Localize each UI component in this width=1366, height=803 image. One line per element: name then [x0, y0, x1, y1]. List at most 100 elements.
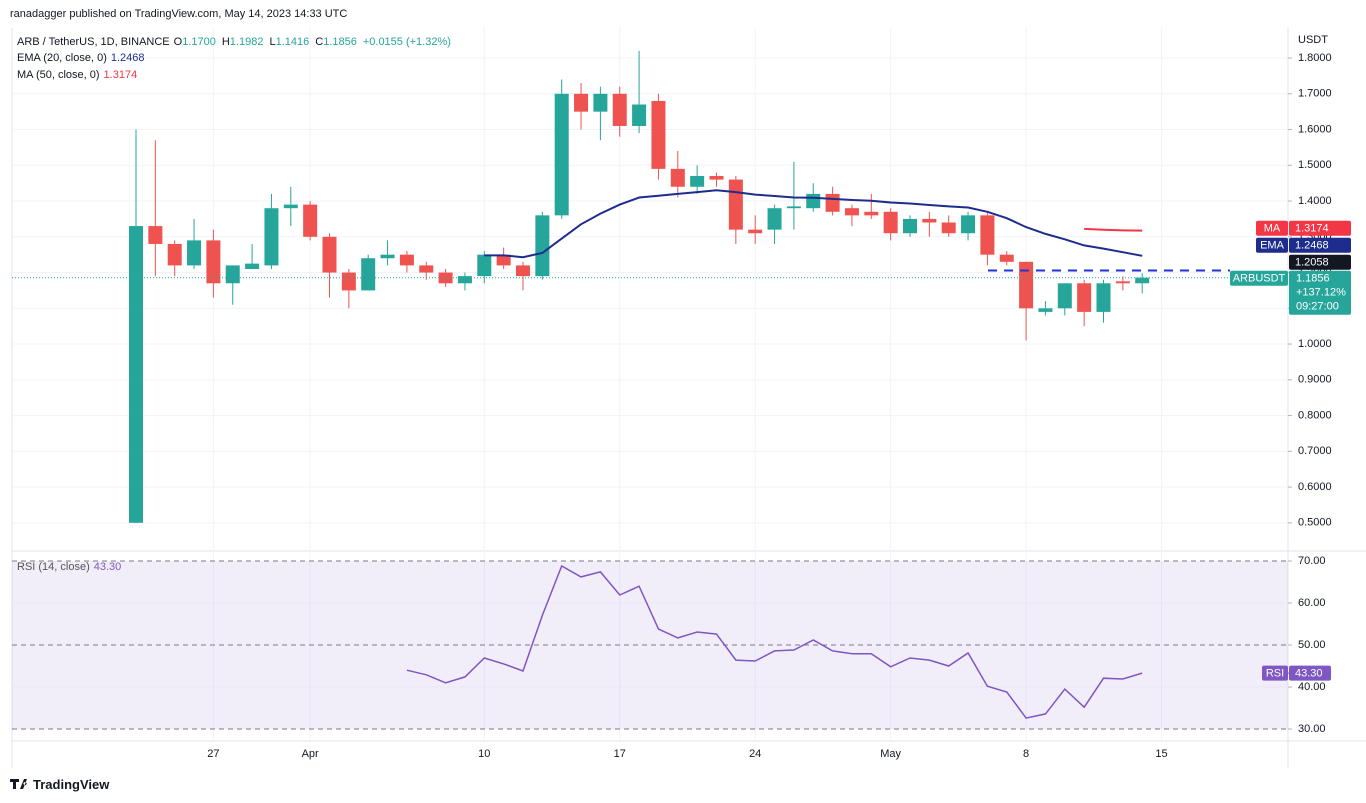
x-tick-label: 24	[749, 748, 761, 760]
ohlc-key: O	[173, 36, 183, 48]
candle-body	[903, 218, 917, 234]
candle-body	[670, 168, 685, 187]
ohlc-legend: ARB / TetherUS, 1D, BINANCE O1.1700 H1.198…	[17, 34, 455, 50]
candle-body	[767, 208, 782, 230]
candle-body	[961, 215, 976, 234]
candle-body	[322, 236, 337, 273]
indicator-label: EMA (20, close, 0)	[17, 52, 107, 64]
rsi-pane-bg	[12, 552, 1288, 740]
candle-body	[225, 265, 240, 284]
symbol-tag: ARBUSDT	[1233, 273, 1286, 285]
candle-body	[148, 226, 163, 244]
rsi-name-tag-bg	[1262, 665, 1288, 681]
tradingview-logo	[10, 779, 27, 789]
candle-body	[283, 204, 298, 209]
series-name-tag: EMA	[1260, 240, 1285, 252]
rsi-line	[406, 564, 1143, 719]
x-tick-label: Apr	[302, 748, 319, 760]
candle-body	[806, 193, 821, 209]
rsi-tick-label: 60.00	[1298, 597, 1326, 609]
indicator-value: 1.2468	[110, 52, 145, 64]
y-tick-label: 1.6000	[1298, 123, 1332, 135]
ema-legend: EMA (20, close, 0) 1.2468	[17, 50, 149, 66]
ohlc-value: 1.1856	[323, 36, 357, 48]
last-price-change: +137.12%	[1296, 287, 1346, 299]
candle-body	[844, 208, 859, 216]
candle-body	[1057, 283, 1072, 309]
candle-body	[1038, 308, 1053, 312]
series-price-tag-bg	[1289, 237, 1351, 253]
candle-body	[883, 211, 898, 234]
ohlc-value: 1.1416	[275, 36, 310, 48]
candle-body	[1096, 283, 1111, 312]
candle-body	[457, 276, 472, 284]
rsi-tick-label: 70.00	[1298, 555, 1326, 567]
candle-body	[709, 176, 724, 180]
ohlc-value: 1.1982	[229, 36, 264, 48]
x-tick-label: 15	[1155, 748, 1167, 760]
bar-countdown: 09:27:00	[1296, 301, 1339, 313]
candle-body	[786, 206, 801, 209]
y-tick-label: 0.8000	[1298, 409, 1332, 421]
candle-body	[651, 100, 666, 169]
candle-body	[419, 265, 434, 273]
rsi-title: RSI (14, close)	[17, 561, 90, 573]
y-tick-label: 0.6000	[1298, 481, 1332, 493]
y-tick-label: 0.5000	[1298, 517, 1332, 529]
candle-body	[864, 211, 879, 216]
candle-body	[980, 215, 995, 255]
candle-body	[941, 222, 956, 234]
candle-body	[535, 215, 550, 277]
candle-body	[496, 254, 511, 266]
publisher-header: ranadagger published on TradingView.com,…	[10, 8, 348, 20]
rsi-name-tag: RSI	[1266, 668, 1284, 680]
candle-body	[399, 254, 414, 266]
x-tick-label: 10	[478, 748, 490, 760]
ohlc-item: O1.1700	[174, 36, 220, 48]
indicator-value: 1.3174	[103, 69, 138, 81]
candle-body	[554, 93, 569, 216]
candle-body	[477, 254, 492, 277]
y-tick-label: 1.5000	[1298, 159, 1332, 171]
candle-body	[245, 263, 260, 269]
candle-body	[999, 254, 1014, 262]
change: +0.0155 (+1.32%)	[362, 36, 451, 48]
candle-body	[380, 254, 395, 259]
candle-body	[438, 272, 453, 284]
y-tick-label: 1.8000	[1298, 52, 1332, 64]
series-price-tag-bg	[1289, 220, 1351, 236]
ma-line	[484, 189, 1143, 259]
rsi-tick-label: 50.00	[1298, 639, 1326, 651]
ohlc-value: 1.1700	[182, 36, 216, 48]
candle-body	[1135, 277, 1150, 284]
ohlc-item: H1.1982	[222, 36, 268, 48]
ma-line	[1084, 227, 1143, 232]
last-price-tag-bg	[1289, 270, 1351, 315]
y-tick-label: 1.4000	[1298, 195, 1332, 207]
x-tick-label: 17	[614, 748, 626, 760]
y-tick-label: 0.9000	[1298, 374, 1332, 386]
footer-brand: TradingView	[33, 777, 110, 792]
series-name-tag-bg	[1256, 220, 1288, 236]
series-name-tag-bg	[1256, 237, 1288, 253]
hline-tag: 1.2058	[1295, 257, 1329, 269]
candle-body	[748, 229, 763, 234]
x-tick-label: May	[880, 748, 901, 760]
rsi-value: 43.30	[93, 561, 122, 573]
currency-label: USDT	[1298, 34, 1328, 46]
candle-body	[1115, 281, 1130, 284]
ohlc-key: C	[315, 36, 324, 48]
y-tick-label: 1.0000	[1298, 338, 1332, 350]
candle-body	[1077, 283, 1092, 312]
candle-body	[922, 218, 937, 223]
symbol-tag-bg	[1230, 270, 1288, 286]
y-tick-label: 0.7000	[1298, 445, 1332, 457]
series-price-tag: 1.3174	[1295, 223, 1329, 235]
candle-body	[728, 179, 743, 230]
candle-body	[264, 208, 279, 266]
ma-legend: MA (50, close, 0) 1.3174	[17, 67, 141, 83]
candle-body	[206, 240, 221, 284]
candle-body	[187, 240, 202, 266]
ohlc-key: H	[221, 36, 230, 48]
series-name-tag: MA	[1264, 223, 1281, 235]
